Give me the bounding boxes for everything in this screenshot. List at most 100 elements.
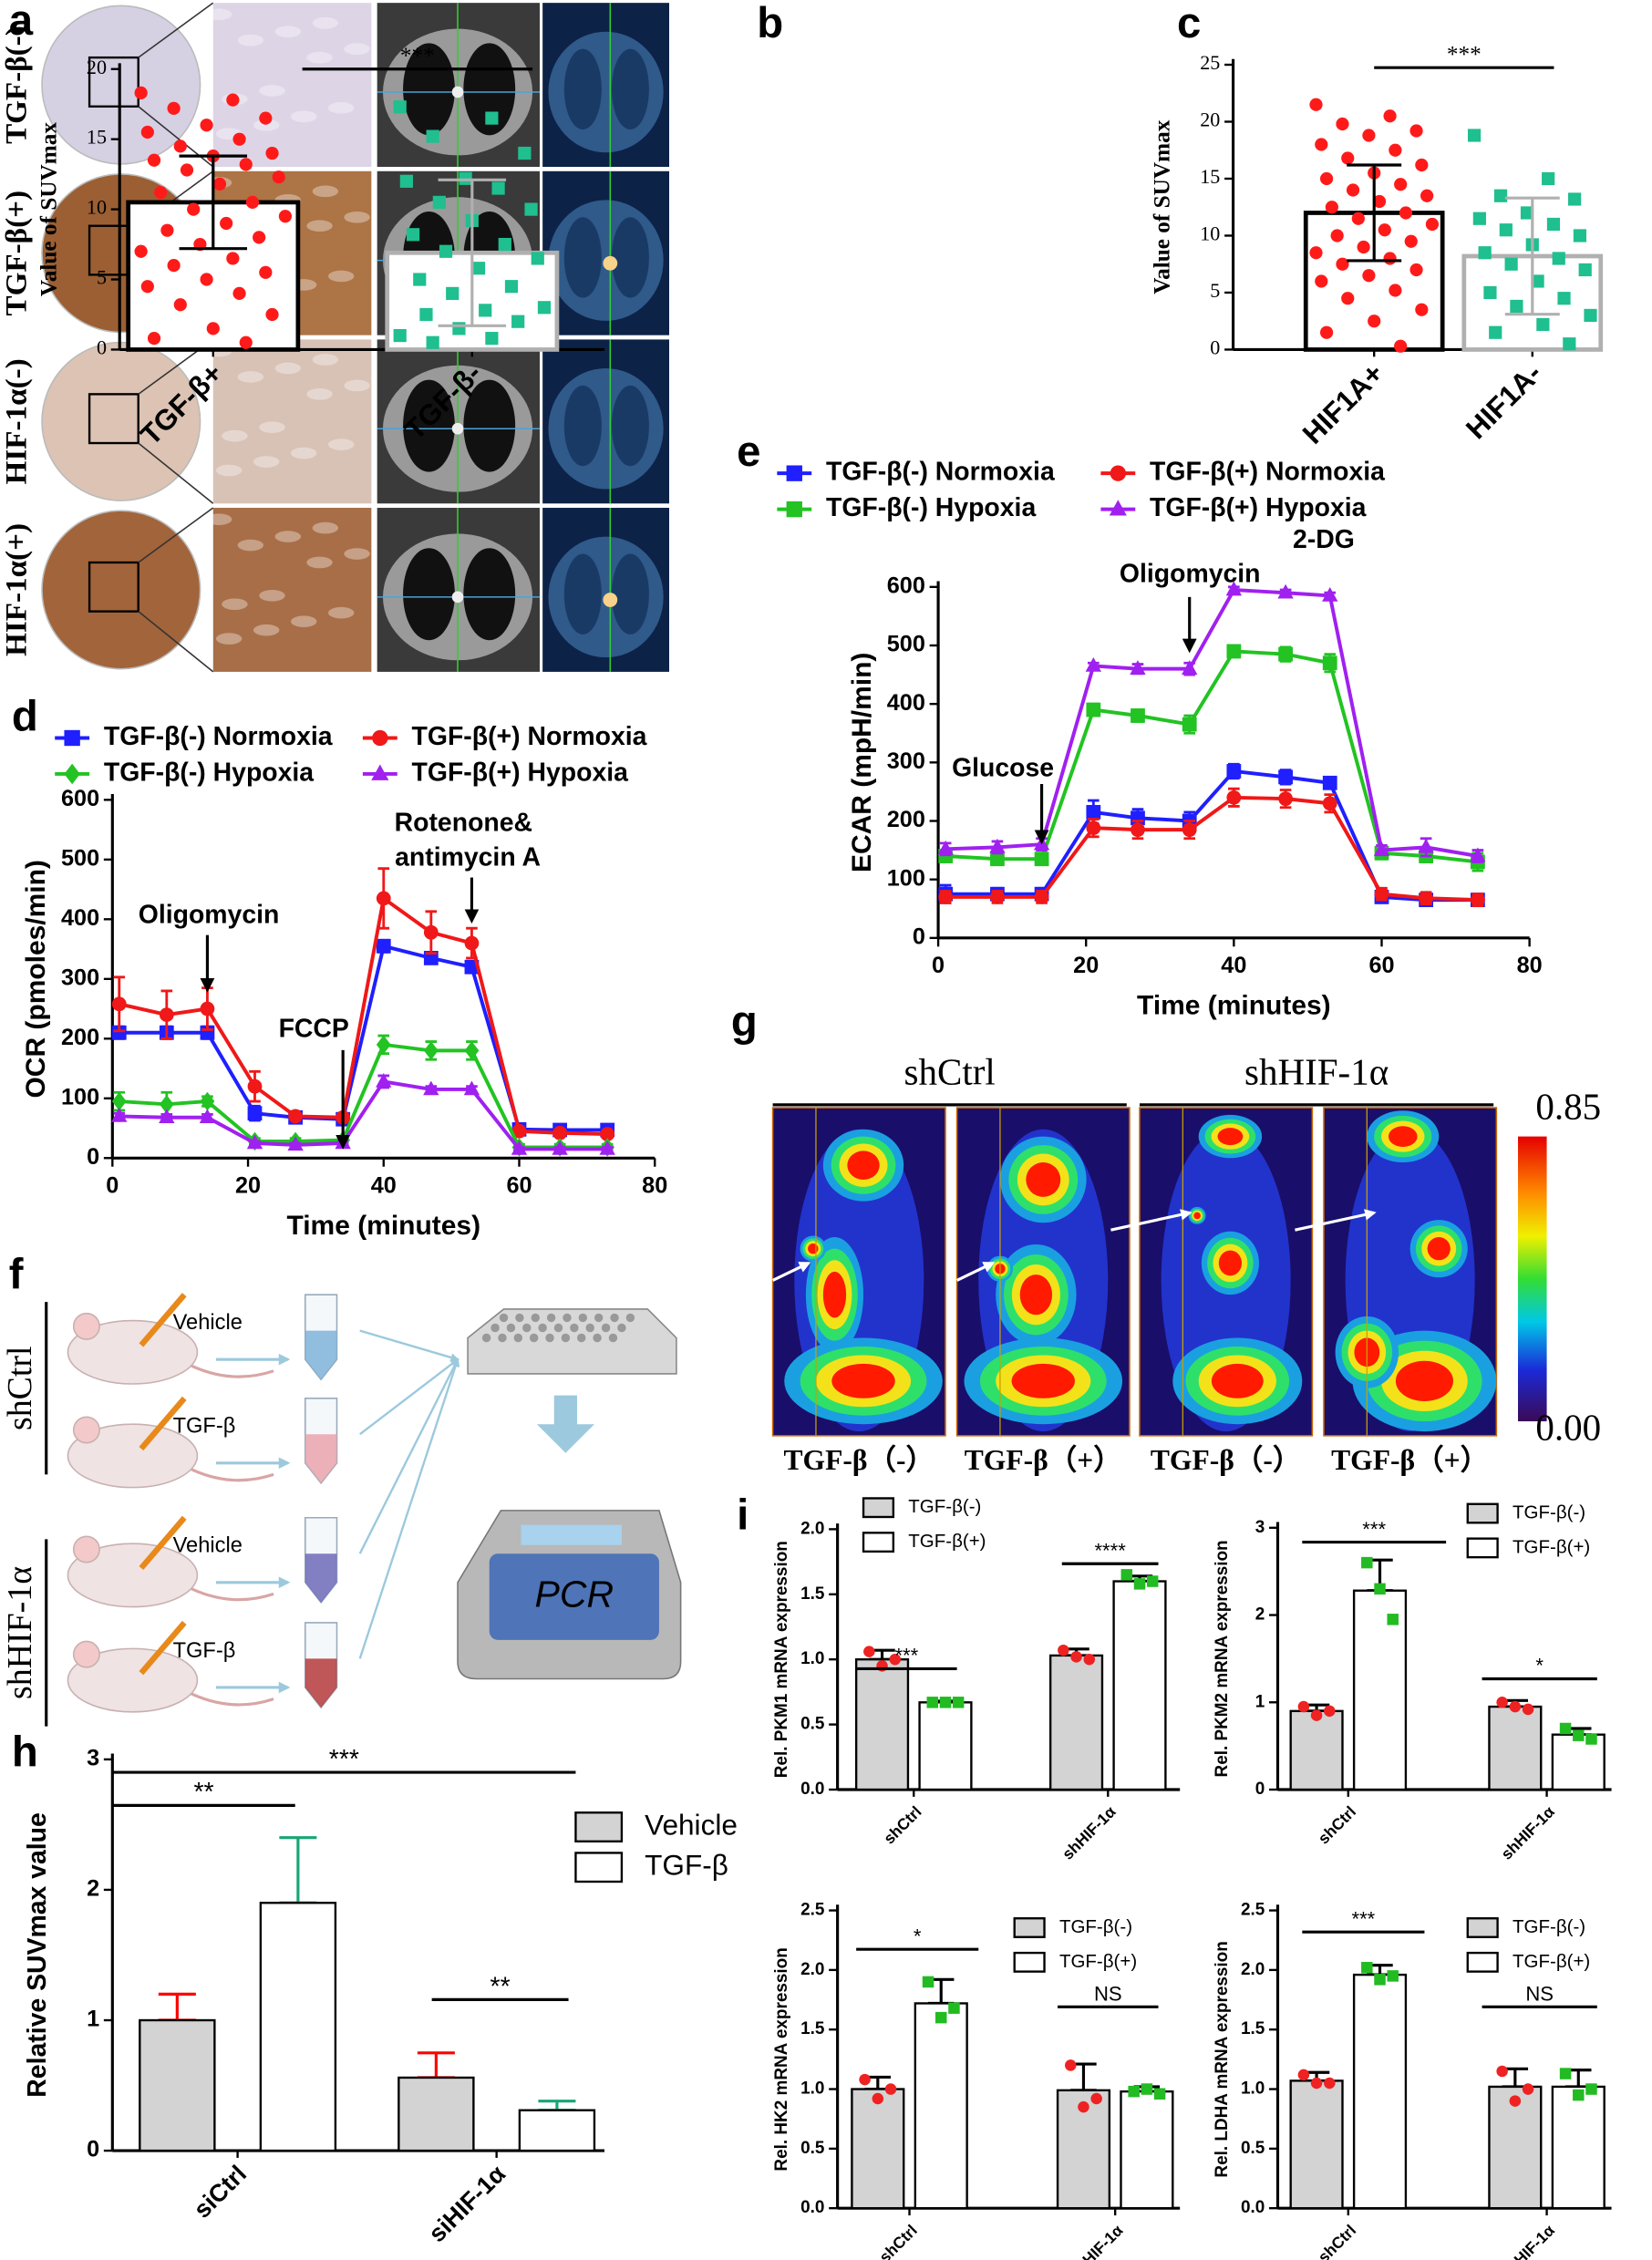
bar [1488, 1705, 1543, 1791]
significance-label: *** [1447, 42, 1482, 67]
point [247, 1078, 263, 1094]
error-bar [417, 2051, 455, 2079]
mouse [67, 1319, 199, 1385]
x-tick-label: 20 [1073, 953, 1099, 978]
y-tick-label: 600 [61, 786, 99, 811]
tissue-texture [290, 110, 317, 123]
point [200, 1001, 215, 1016]
well [546, 1313, 556, 1323]
tissue-texture [205, 513, 232, 525]
annotation: antimycin A [395, 843, 541, 872]
legend-marker [786, 501, 802, 518]
point [1322, 655, 1337, 671]
point [511, 315, 525, 328]
point [1309, 246, 1323, 260]
uptake [808, 1244, 819, 1254]
point [1034, 851, 1049, 867]
point [1419, 891, 1434, 906]
point [485, 332, 499, 346]
point [1297, 2069, 1310, 2081]
tissue-texture [344, 43, 370, 55]
point [934, 2011, 947, 2024]
bar [259, 1902, 337, 2152]
point [246, 1134, 263, 1150]
y-tick-label: 10 [87, 196, 107, 219]
point [518, 146, 532, 160]
legend-swatch [574, 1811, 624, 1842]
point [1394, 339, 1408, 353]
zoom-line [138, 2, 214, 58]
legend-marker [1109, 500, 1127, 516]
uptake [1388, 1126, 1418, 1147]
point [1372, 194, 1387, 209]
legend-marker [371, 764, 389, 780]
point [1315, 138, 1328, 151]
point [552, 1125, 568, 1140]
y-axis-label: ECAR (mpH/min) [847, 653, 877, 872]
pcr-display [521, 1524, 622, 1545]
y-tick-label: 10 [1200, 222, 1220, 245]
y-tick-label: 0.0 [800, 1780, 824, 1799]
ct-lung [463, 379, 516, 472]
bar [1120, 2090, 1174, 2210]
nodule [451, 86, 464, 98]
y-tick-label: 1.0 [1241, 2079, 1265, 2099]
group-label: shHIF-1α [1, 1566, 39, 1699]
well [577, 1333, 586, 1343]
y-tick-label: 2.5 [1241, 1901, 1265, 1920]
legend-label: TGF-β(-) [1513, 1502, 1585, 1522]
point [1128, 2085, 1140, 2098]
annotation: Oligomycin [139, 901, 280, 930]
well [529, 1333, 539, 1343]
point [1083, 1653, 1096, 1666]
point [376, 938, 391, 954]
point [531, 252, 544, 265]
point [200, 273, 213, 286]
y-tick-label: 2.0 [1241, 1960, 1265, 1979]
mouse-tail [186, 1690, 274, 1707]
point [1278, 791, 1293, 807]
error-bar [1504, 196, 1560, 316]
point [419, 307, 433, 322]
tube-liquid [305, 1553, 337, 1603]
significance-label: *** [1351, 1907, 1375, 1930]
tissue-texture [306, 556, 333, 569]
point [159, 1095, 174, 1114]
point [485, 111, 499, 125]
y-tick-label: 500 [887, 632, 925, 657]
panel-label: d [12, 692, 38, 740]
legend-label: TGF-β(+) [908, 1531, 986, 1552]
point [1278, 646, 1293, 662]
uptake [847, 1151, 880, 1180]
x-tick-label: 60 [506, 1173, 532, 1199]
bar [1289, 1709, 1344, 1791]
point [160, 223, 174, 237]
well [498, 1333, 507, 1343]
plate [467, 1308, 677, 1375]
significance-label: * [1535, 1655, 1544, 1677]
annotation: 2-DG [1293, 525, 1355, 554]
condition-label: TGF-β（+） [1331, 1444, 1489, 1476]
legend-label: TGF-β(-) Normoxia [104, 722, 333, 751]
x-tick-label: 20 [235, 1173, 261, 1199]
tissue-texture [274, 26, 302, 38]
point [426, 335, 439, 349]
annotation: Glucose [952, 754, 1054, 783]
syringe [139, 1293, 187, 1347]
point [1070, 1651, 1082, 1663]
point [226, 93, 240, 107]
y-tick-label: 0.5 [800, 2139, 824, 2158]
significance-label: ** [193, 1778, 213, 1807]
point [1336, 257, 1349, 271]
panel-label: a [9, 0, 34, 45]
mouse-ear [72, 1312, 100, 1340]
point [247, 1106, 263, 1121]
uptake [831, 1363, 895, 1398]
y-tick-label: 15 [1200, 165, 1220, 188]
well [499, 1313, 509, 1323]
point [1470, 893, 1485, 908]
point [200, 119, 213, 132]
mouse [67, 1647, 199, 1713]
point [1585, 1733, 1597, 1745]
